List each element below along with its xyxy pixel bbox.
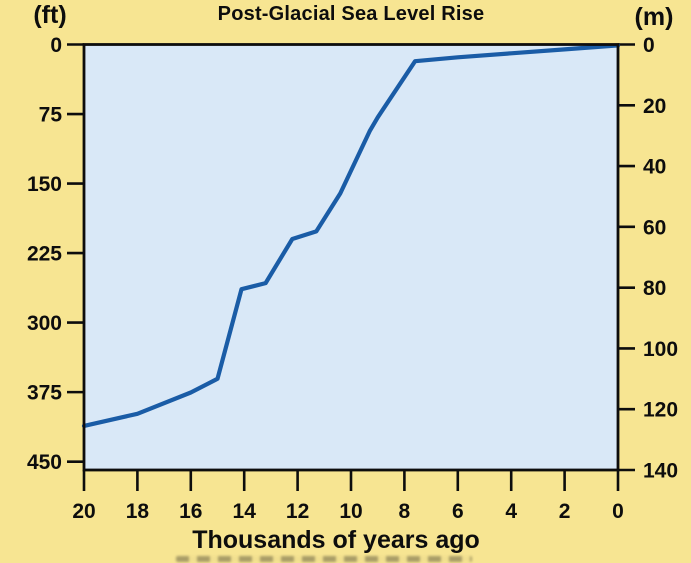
x-tick-label-2: 2	[559, 500, 571, 523]
x-axis-title: Thousands of years ago	[192, 526, 480, 554]
x-tick-label-12: 12	[286, 500, 309, 523]
y-right-tick-label-100: 100	[643, 338, 678, 361]
cropped-text-artifact	[176, 556, 472, 562]
y-right-tick-label-140: 140	[643, 460, 678, 483]
y-left-tick-label-375: 375	[27, 382, 62, 405]
x-tick-label-14: 14	[233, 500, 257, 523]
plot-background	[84, 44, 618, 470]
plot-frame	[82, 43, 620, 472]
y-right-tick-label-40: 40	[643, 156, 666, 179]
y-right-tick-label-20: 20	[643, 95, 666, 118]
x-tick-label-6: 6	[452, 500, 464, 523]
y-right-tick-label-0: 0	[643, 34, 655, 57]
x-tick-label-10: 10	[339, 500, 362, 523]
y-left-tick-label-0: 0	[50, 34, 62, 57]
left-axis-unit-label: (ft)	[33, 1, 67, 29]
x-tick-label-4: 4	[505, 500, 517, 523]
chart-title: Post-Glacial Sea Level Rise	[217, 3, 485, 25]
x-tick-label-18: 18	[126, 500, 150, 523]
x-tick-label-0: 0	[612, 500, 624, 523]
sea-level-line	[81, 43, 621, 428]
x-tick-label-16: 16	[179, 500, 202, 523]
y-left-tick-label-300: 300	[27, 312, 62, 335]
y-left-tick-label-75: 75	[39, 104, 63, 127]
y-left-tick-label-150: 150	[27, 173, 62, 196]
y-left-tick-label-450: 450	[27, 451, 62, 474]
x-tick-label-8: 8	[399, 500, 411, 523]
y-left-tick-label-225: 225	[27, 243, 62, 266]
y-right-tick-label-80: 80	[643, 277, 666, 300]
y-right-tick-label-120: 120	[643, 399, 678, 422]
x-tick-label-20: 20	[72, 500, 95, 523]
right-axis-unit-label: (m)	[634, 3, 674, 31]
y-right-tick-label-60: 60	[643, 216, 666, 239]
